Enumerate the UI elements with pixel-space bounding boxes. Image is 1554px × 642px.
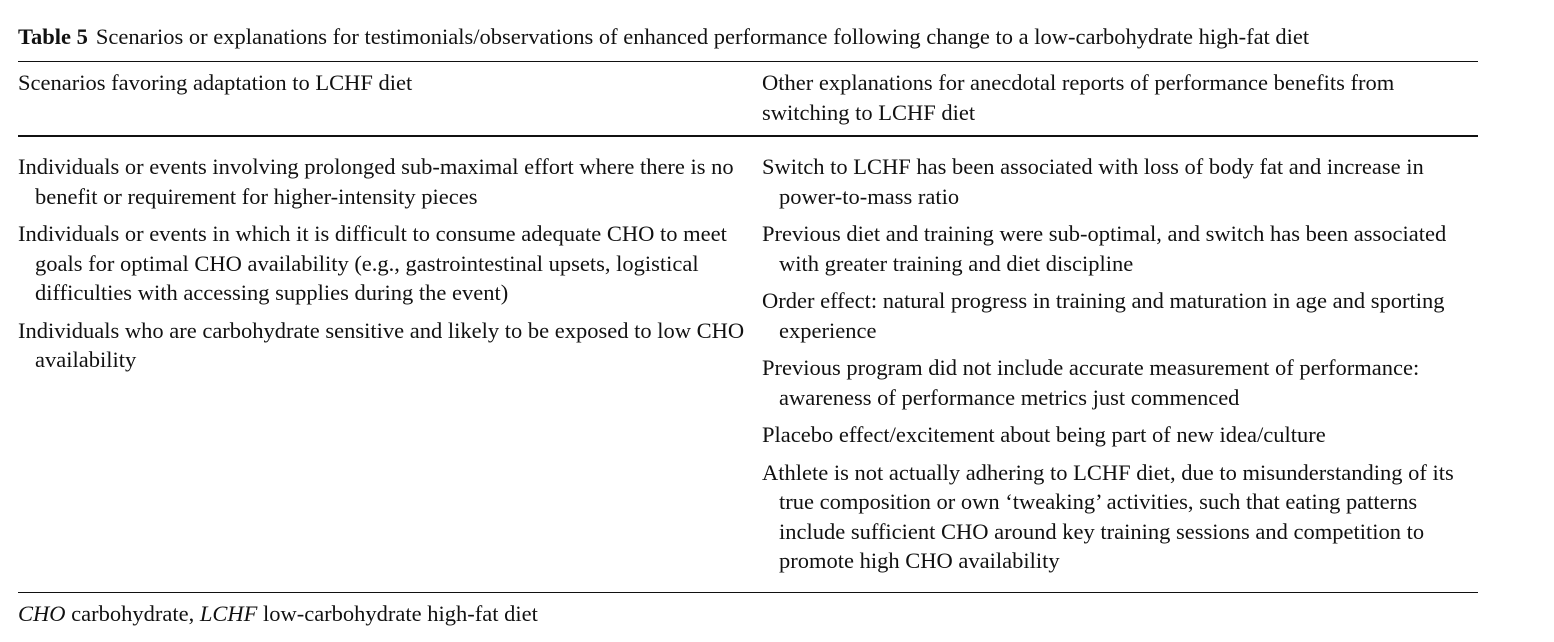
list-item: Switch to LCHF has been associated with … (762, 154, 1424, 209)
footnote-def-cho: carbohydrate, (65, 600, 200, 626)
list-item: Order effect: natural progress in traini… (762, 288, 1445, 343)
footnote-abbr-lchf: LCHF (199, 600, 258, 626)
column-header-right: Other explanations for anecdotal reports… (762, 70, 1395, 125)
bottom-rule (18, 591, 1478, 593)
list-item: Individuals or events involving prolonge… (18, 154, 734, 209)
list-item: Individuals who are carbohydrate sensiti… (18, 317, 745, 373)
table-label: Table 5 (18, 24, 88, 49)
table-5: Table 5 Scenarios or explanations for tes… (18, 22, 1478, 628)
list-item: Athlete is not actually adhering to LCHF… (762, 459, 1454, 574)
table-caption-text: Scenarios or explanations for testimonia… (95, 24, 1310, 49)
footnote-abbr-cho: CHO (18, 600, 66, 626)
right-column: Switch to LCHF has been associated with … (762, 152, 1478, 584)
top-rule (18, 61, 1478, 62)
list-item: Previous diet and training were sub-opti… (762, 221, 1447, 276)
left-column: Individuals or events involving prolonge… (18, 152, 762, 584)
footnote-def-lchf: low-carbohydrate high-fat diet (257, 600, 538, 626)
body-row: Individuals or events involving prolonge… (18, 137, 1478, 592)
column-header-left: Scenarios favoring adaptation to LCHF di… (18, 70, 413, 95)
header-rule (18, 135, 1478, 137)
list-item: Placebo effect/excitement about being pa… (762, 422, 1326, 447)
table-caption: Table 5 Scenarios or explanations for tes… (18, 22, 1478, 52)
list-item: Previous program did not include accurat… (762, 355, 1420, 410)
list-item: Individuals or events in which it is dif… (18, 221, 727, 305)
table-footnote: CHO carbohydrate, LCHF low-carbohydrate … (18, 599, 1478, 629)
header-row: Scenarios favoring adaptation to LCHF di… (18, 62, 1478, 135)
